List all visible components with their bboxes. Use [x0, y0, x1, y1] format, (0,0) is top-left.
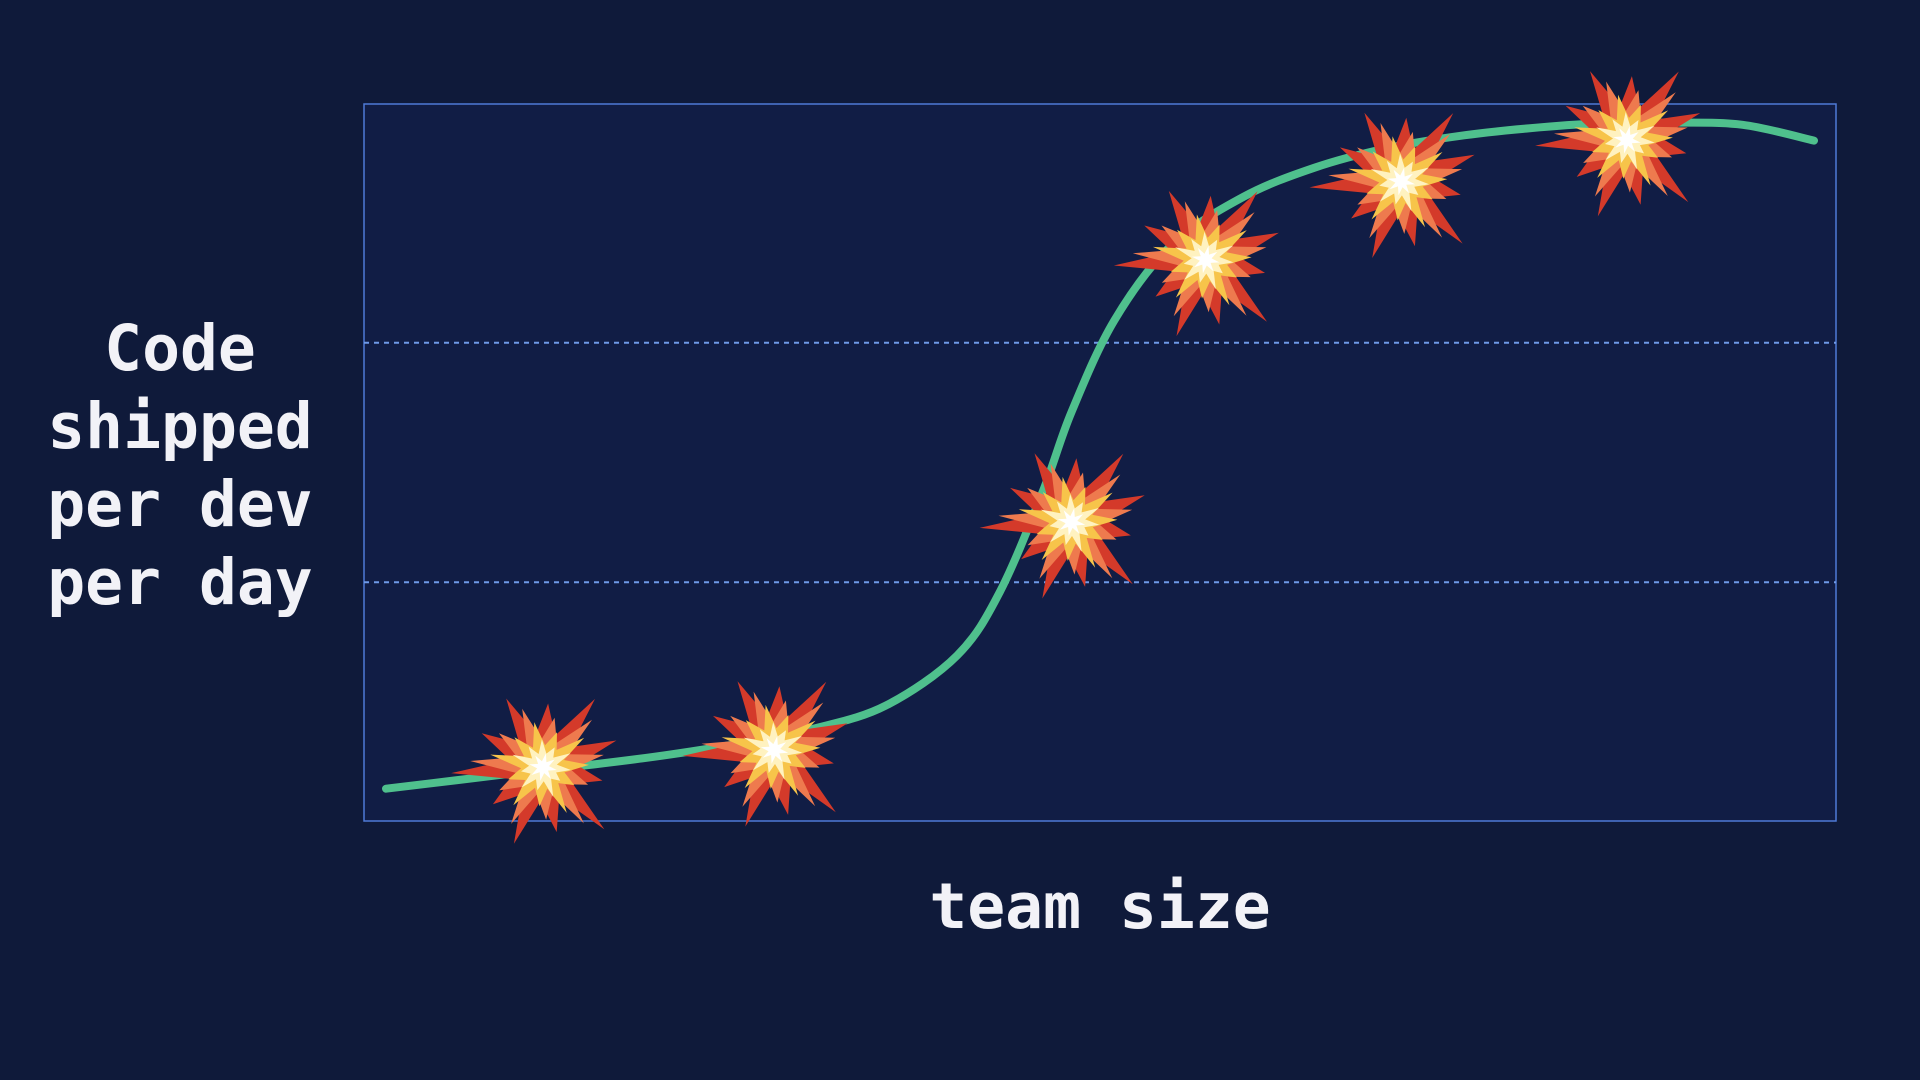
- explosion-icon: [682, 681, 848, 827]
- explosion-icon: [1535, 71, 1701, 217]
- plot-area: [363, 103, 1837, 822]
- series-line: [382, 118, 1818, 793]
- explosion-icon: [979, 453, 1145, 599]
- explosion-icon: [1309, 112, 1475, 258]
- explosion-icon: [1113, 190, 1279, 337]
- explosion-icon: [451, 698, 617, 844]
- x-axis-label: team size: [929, 870, 1271, 943]
- y-axis-label: Code shipped per dev per day: [47, 312, 313, 619]
